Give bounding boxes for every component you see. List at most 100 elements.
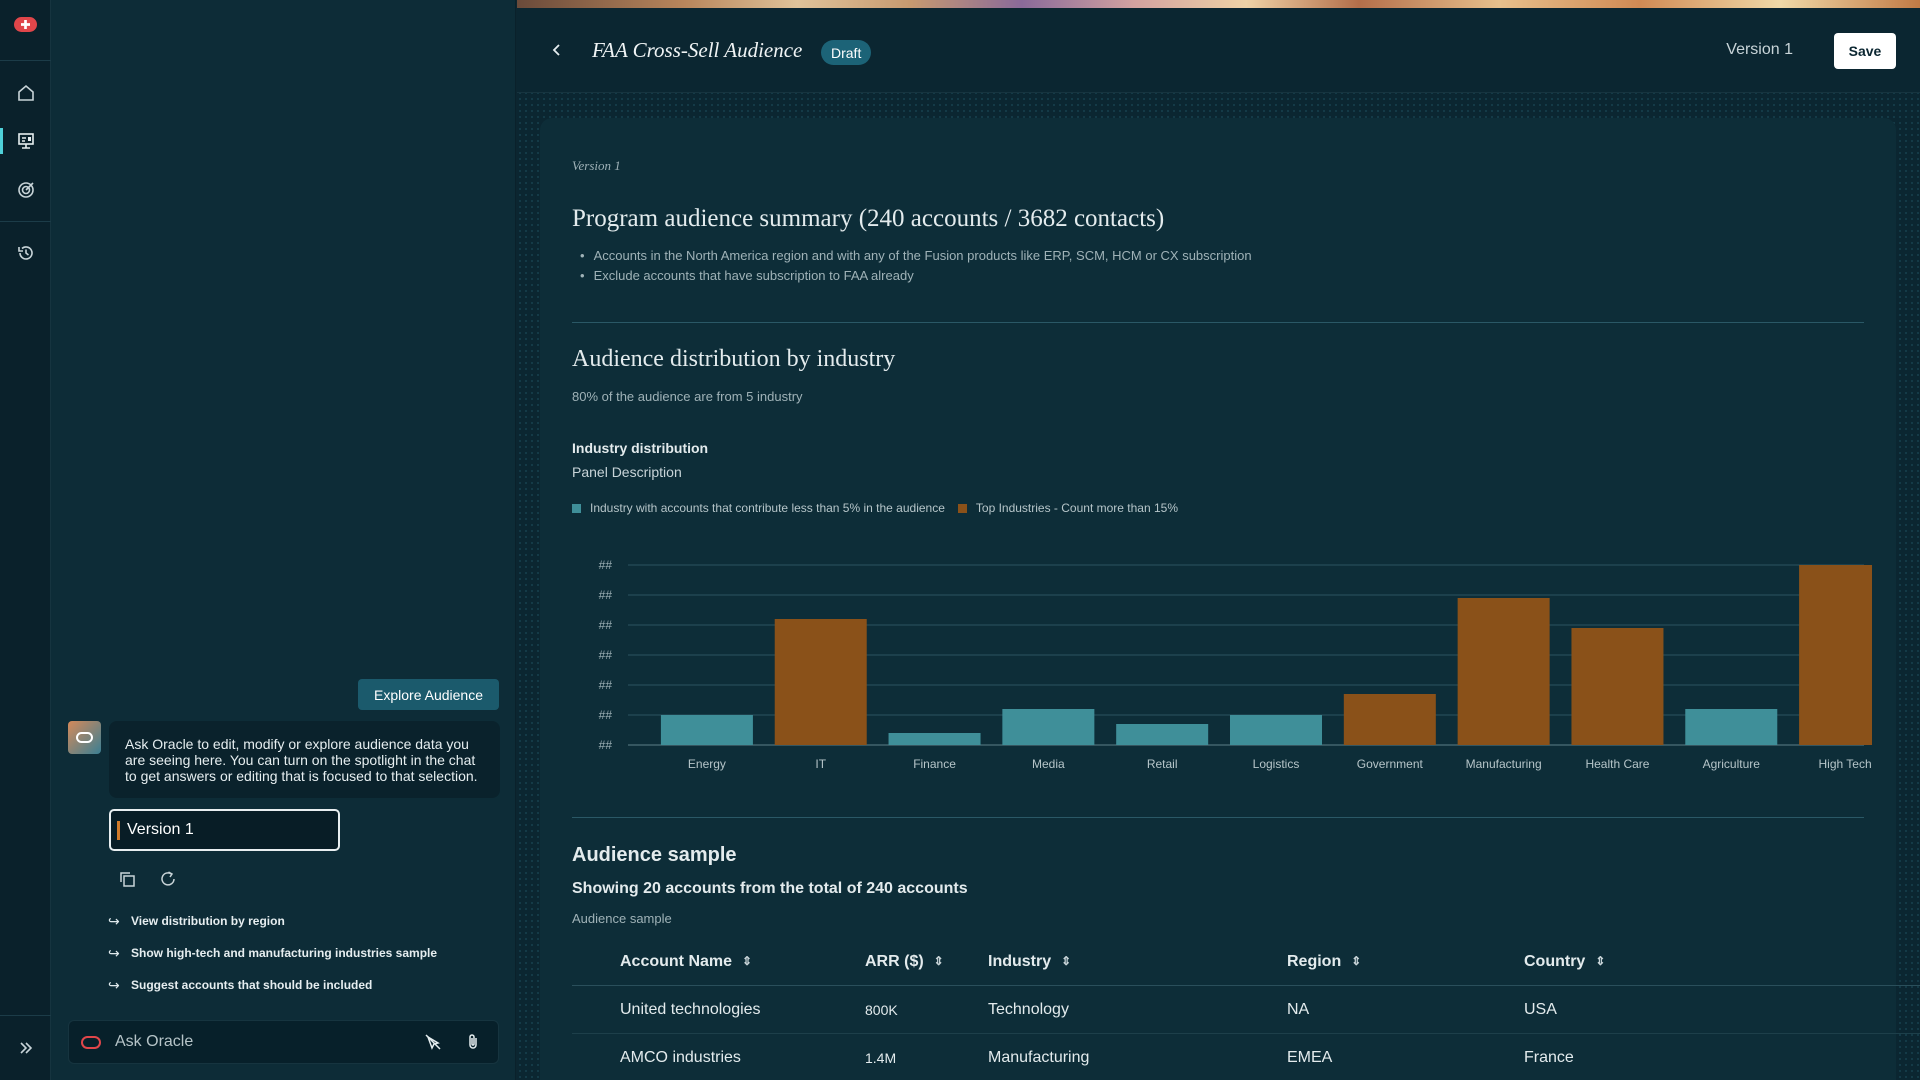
version-name-input[interactable]: Version 1 [109, 809, 340, 851]
legend-label: Top Industries - Count more than 15% [975, 501, 1178, 515]
bar-agriculture[interactable] [1685, 709, 1778, 745]
sort-icon[interactable]: ⇕ [933, 954, 944, 969]
suggestion-label: View distribution by region [131, 914, 285, 928]
x-tick-label: Logistics [1253, 757, 1300, 771]
rail-active-indicator [0, 128, 3, 154]
cell-arr: 800K [865, 1001, 898, 1018]
legend-item: Top Industries - Count more than 15% [957, 501, 1178, 515]
section-divider [572, 322, 1864, 323]
cell-account-name: AMCO industries [620, 1048, 741, 1066]
ask-oracle-box [68, 1020, 499, 1064]
bar-logistics[interactable] [1230, 715, 1322, 745]
y-tick-label: ## [599, 618, 613, 632]
table-header: Account Name ⇕ ARR ($) ⇕ Industry ⇕ Region ⇕… [572, 938, 1920, 986]
x-tick-label: Government [1357, 757, 1424, 771]
suggestion-item[interactable]: ↪ Show high-tech and manufacturing indust… [108, 937, 437, 969]
y-tick-label: ## [599, 648, 613, 662]
chart-legend: Industry with accounts that contribute l… [572, 501, 1191, 515]
column-header-industry[interactable]: Industry ⇕ [988, 953, 1287, 971]
cell-arr: 1.4M [865, 1049, 897, 1066]
sort-icon[interactable]: ⇕ [742, 954, 753, 969]
cell-country: France [1524, 1048, 1574, 1066]
audience-table: Account Name ⇕ ARR ($) ⇕ Industry ⇕ Region ⇕… [572, 938, 1920, 1080]
distribution-subtitle: 80% of the audience are from 5 industry [572, 389, 803, 404]
cell-account-name: United technologies [620, 1000, 761, 1018]
legend-swatch-top [957, 503, 967, 513]
cell-industry: Technology [988, 1000, 1069, 1018]
column-label: ARR ($) [865, 952, 924, 970]
section-divider [572, 817, 1864, 818]
arrow-icon: ↪ [108, 944, 120, 961]
sort-icon[interactable]: ⇕ [1061, 954, 1072, 969]
ask-oracle-input[interactable] [115, 1033, 405, 1051]
copy-icon[interactable] [116, 868, 138, 890]
audience-card: Version 1 Program audience summary (240 … [540, 118, 1920, 1080]
suggestion-item[interactable]: ↪ View distribution by region [108, 905, 437, 937]
column-header-account-name[interactable]: Account Name ⇕ [572, 953, 865, 971]
page-header: FAA Cross-Sell Audience Draft Version 1 … [517, 8, 1920, 93]
bar-it[interactable] [774, 619, 867, 745]
cell-region: EMEA [1287, 1048, 1333, 1066]
history-icon[interactable] [11, 238, 40, 267]
version-name-value: Version 1 [127, 821, 194, 838]
sort-icon[interactable]: ⇕ [1595, 954, 1606, 969]
oracle-bot-avatar [68, 721, 101, 754]
bar-government[interactable] [1343, 694, 1436, 745]
presentation-icon[interactable] [11, 126, 40, 155]
suggestion-list: ↪ View distribution by region ↪ Show high-… [108, 905, 437, 1001]
oracle-logo[interactable] [14, 17, 37, 32]
bar-retail[interactable] [1116, 724, 1209, 745]
spotlight-off-icon[interactable] [421, 1030, 445, 1054]
oracle-icon [81, 1035, 101, 1049]
bar-media[interactable] [1002, 709, 1095, 745]
rail-divider [0, 60, 51, 61]
x-tick-label: Finance [913, 757, 956, 771]
sample-count: Showing 20 accounts from the total of 24… [572, 880, 968, 897]
suggestion-item[interactable]: ↪ Suggest accounts that should be include… [108, 969, 437, 1001]
status-badge: Draft [821, 40, 872, 65]
table-row[interactable]: United technologies 800K Technology NA U… [572, 986, 1920, 1034]
column-label: Region [1287, 952, 1342, 970]
home-icon[interactable] [11, 78, 40, 107]
y-tick-label: ## [599, 738, 613, 752]
column-header-country[interactable]: Country ⇕ [1524, 953, 1824, 971]
save-button[interactable]: Save [1834, 33, 1896, 69]
message-actions [116, 868, 179, 890]
target-icon[interactable] [11, 175, 40, 204]
bot-message: Ask Oracle to edit, modify or explore au… [109, 721, 500, 798]
bar-finance[interactable] [888, 733, 981, 745]
suggestion-label: Show high-tech and manufacturing industr… [131, 946, 438, 960]
y-tick-label: ## [599, 678, 613, 692]
summary-title: Program audience summary (240 accounts /… [572, 205, 1165, 232]
bar-health-care[interactable] [1571, 628, 1664, 745]
table-row[interactable]: AMCO industries 1.4M Manufacturing EMEA … [572, 1034, 1920, 1080]
rail-divider [0, 1015, 51, 1016]
column-header-region[interactable]: Region ⇕ [1287, 953, 1524, 971]
y-tick-label: ## [599, 558, 613, 572]
arrow-icon: ↪ [108, 976, 120, 993]
sort-icon[interactable]: ⇕ [1351, 954, 1362, 969]
main-content: FAA Cross-Sell Audience Draft Version 1 … [517, 0, 1920, 1080]
x-tick-label: Manufacturing [1466, 757, 1542, 771]
column-header-arr[interactable]: ARR ($) ⇕ [865, 953, 988, 971]
version-caption: Version 1 [572, 158, 621, 173]
expand-icon[interactable] [14, 1036, 38, 1060]
chat-panel: Explore Audience Ask Oracle to edit, mod… [51, 0, 516, 1080]
sample-title: Audience sample [572, 844, 737, 866]
suggestion-label: Suggest accounts that should be included [131, 978, 373, 992]
panel-description: Panel Description [572, 464, 682, 480]
cell-region: NA [1287, 1000, 1310, 1018]
cell-industry: Manufacturing [988, 1048, 1090, 1066]
bar-energy[interactable] [660, 715, 753, 745]
x-tick-label: Retail [1147, 757, 1178, 771]
bar-manufacturing[interactable] [1457, 598, 1550, 745]
decorative-banner [517, 0, 1920, 8]
explore-audience-button[interactable]: Explore Audience [358, 679, 499, 710]
industry-bar-chart: ## ## ## ## ## ## ## Energy IT Finance Media Retail… [599, 558, 1872, 771]
back-arrow-icon[interactable] [547, 40, 567, 60]
regenerate-icon[interactable] [157, 868, 179, 890]
version-label: Version 1 [1726, 41, 1793, 58]
column-label: Industry [988, 952, 1052, 970]
attach-icon[interactable] [461, 1030, 485, 1054]
bar-high-tech[interactable] [1799, 565, 1872, 745]
